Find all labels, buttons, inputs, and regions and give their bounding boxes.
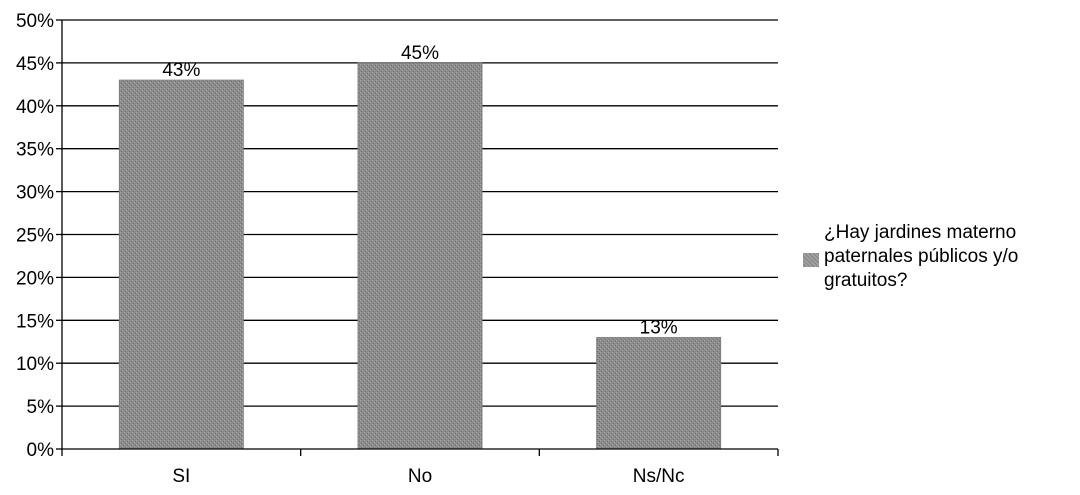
data-label: 13% — [640, 317, 678, 338]
y-tick-label: 25% — [16, 226, 54, 247]
y-tick-label: 0% — [27, 440, 55, 461]
y-tick-label: 10% — [16, 354, 54, 375]
y-tick-label: 45% — [16, 54, 54, 75]
y-tick-label: 15% — [16, 311, 54, 332]
y-tick-label: 40% — [16, 97, 54, 118]
legend-label: ¿Hay jardines materno paternales público… — [824, 222, 1019, 291]
x-tick-label: Ns/Nc — [633, 466, 685, 487]
x-tick-label: No — [408, 466, 432, 487]
y-tick-label: 35% — [16, 140, 54, 161]
x-tick-label: SI — [172, 466, 190, 487]
x-tick-labels: SI No Ns/Nc — [172, 466, 684, 487]
legend-swatch — [803, 253, 819, 267]
y-tick-label: 20% — [16, 268, 54, 289]
bar — [357, 62, 483, 450]
axes — [61, 20, 779, 456]
bar — [118, 79, 244, 450]
bars — [118, 62, 722, 450]
data-labels: 43% 45% 13% — [162, 43, 677, 339]
bar — [596, 337, 722, 450]
data-label: 45% — [401, 43, 439, 64]
y-tick-label: 30% — [16, 183, 54, 204]
y-tick-label: 5% — [27, 397, 55, 418]
y-tick-labels: 0% 5% 10% 15% 20% 25% 30% 35% 40% 45% 50% — [16, 11, 54, 461]
y-tick-label: 50% — [16, 11, 54, 32]
data-label: 43% — [162, 60, 200, 81]
